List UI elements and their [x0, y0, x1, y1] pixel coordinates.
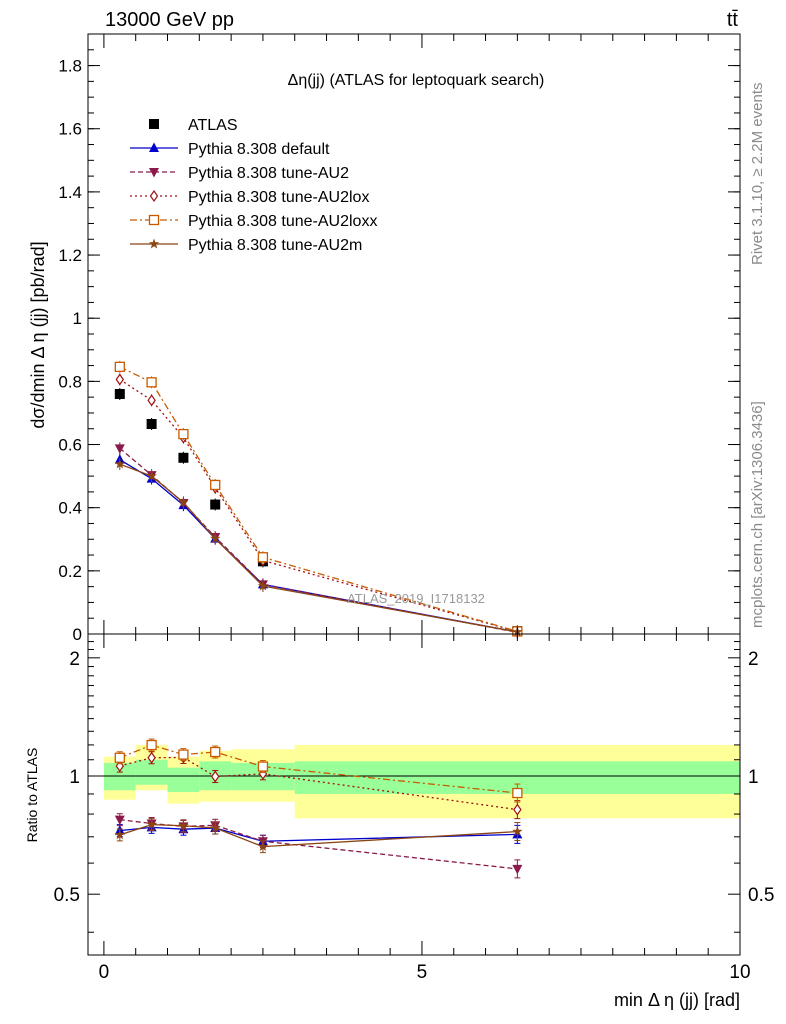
y-tick-label: 0 [73, 625, 82, 644]
legend-label: Pythia 8.308 default [188, 141, 330, 158]
mcplots-label: mcplots.cern.ch [arXiv:1306.3436] [749, 401, 766, 628]
main-frame [87, 33, 741, 635]
ratio-series-1-point [512, 864, 523, 875]
y-tick-label: 1.8 [58, 57, 82, 76]
legend: ATLAS Pythia 8.308 default Pythia 8.308 tu… [130, 117, 377, 254]
series-0-point [146, 419, 157, 429]
series-3-line [119, 378, 518, 633]
legend-label: Pythia 8.308 tune-AU2lox [188, 189, 369, 206]
legend-marker [149, 119, 159, 129]
series-5-point [257, 580, 269, 591]
ratio-series-4-point [512, 826, 523, 836]
rivet-version-label: Rivet 3.1.10, ≥ 2.2M events [749, 83, 766, 266]
series-2-point [114, 444, 125, 454]
ratio-y-tick-label-right: 1 [748, 767, 759, 788]
ratio-series-3-point [210, 746, 221, 758]
series-0-point [178, 452, 189, 463]
main-title: Δη(jj) (ATLAS for leptoquark search) [288, 72, 545, 89]
series-0-point [114, 389, 125, 399]
ratio-y-tick-label: 2 [69, 649, 80, 670]
x-tick-label: 5 [417, 962, 428, 983]
x-axis-label: min Δ η (jj) [rad] [614, 990, 740, 1010]
ratio-series-2-point [513, 803, 522, 816]
ratio-y-tick-label: 0.5 [54, 885, 80, 906]
ratio-y-tick-label-right: 0.5 [748, 885, 774, 906]
series-3-point [147, 394, 156, 407]
series-4-point [257, 552, 269, 563]
y-tick-label: 0.4 [58, 499, 82, 518]
energy-label: 13000 GeV pp [105, 9, 234, 31]
legend-label: Pythia 8.308 tune-AU2loxx [188, 213, 377, 230]
ratio-series-0-line [119, 826, 518, 842]
ratio-frame [87, 633, 741, 956]
legend-marker [148, 214, 160, 226]
legend-label: Pythia 8.308 tune-AU2 [188, 165, 349, 182]
ratio-series-4-point [146, 819, 157, 830]
ratio-band-inner [167, 767, 200, 793]
ratio-series-1-point [114, 815, 125, 826]
series-5-point [146, 470, 157, 481]
y-tick-label: 0.8 [58, 372, 82, 391]
ratio-series-3-point [512, 787, 523, 799]
series-1-line [119, 459, 518, 633]
ratio-plot-panel: 0.5 0.5 1 1 2 2 0 5 10 Ratio to ATLAS min Δ η (j… [24, 633, 774, 1010]
process-label: tt̄ [727, 9, 739, 31]
series-5-point [114, 458, 126, 469]
ratio-series-1-line [119, 819, 518, 870]
ratio-series-3-point [146, 739, 157, 751]
ratio-series-3-point [178, 749, 189, 760]
legend-marker [149, 168, 159, 178]
series-4-line [119, 366, 518, 633]
ratio-y-tick-label-right: 2 [748, 649, 759, 670]
ratio-series-4-point [114, 829, 126, 840]
ratio-series-4-point [209, 822, 221, 833]
x-tick-label: 10 [729, 962, 750, 983]
ratio-series-2-point [147, 751, 156, 764]
legend-label: Pythia 8.308 tune-AU2m [188, 237, 362, 254]
series-4-point [178, 428, 189, 440]
series-3-point [115, 373, 125, 386]
series-5-line [119, 463, 518, 633]
y-axis-label: dσ/dmin Δ η (jj) [pb/rad] [28, 241, 48, 428]
series-4-point [146, 377, 157, 388]
main-plot-panel: ATLAS_2019_I1718132 0 0.2 0.4 0.6 0.8 1 1.2 1.4… [28, 33, 741, 644]
series-0-point [210, 499, 221, 510]
x-tick-label: 0 [99, 962, 110, 983]
ratio-series-3-line [119, 744, 518, 794]
ratio-series-4-point [178, 820, 189, 831]
ratio-series-3-point [257, 761, 269, 772]
series-4-point [114, 361, 125, 372]
legend-marker [149, 142, 159, 152]
y-tick-label: 1.6 [58, 120, 82, 139]
ratio-y-tick-label: 1 [69, 767, 80, 788]
y-tick-label: 0.2 [58, 562, 82, 581]
ratio-series-4-line [119, 823, 518, 848]
legend-marker [149, 189, 159, 203]
ratio-y-axis-label: Ratio to ATLAS [24, 748, 40, 843]
ratio-series-3-point [114, 752, 125, 763]
legend-marker [148, 238, 160, 249]
y-tick-label: 0.6 [58, 436, 82, 455]
ratio-series-2-point [210, 770, 220, 783]
watermark: ATLAS_2019_I1718132 [347, 591, 485, 606]
y-tick-label: 1.4 [58, 183, 82, 202]
series-4-point [210, 479, 221, 491]
y-tick-label: 1 [73, 309, 82, 328]
ratio-series-4-point [257, 841, 269, 852]
legend-label: ATLAS [188, 117, 238, 134]
series-5-point [209, 533, 221, 544]
series-5-point [178, 496, 189, 507]
y-tick-label: 1.2 [58, 246, 82, 265]
